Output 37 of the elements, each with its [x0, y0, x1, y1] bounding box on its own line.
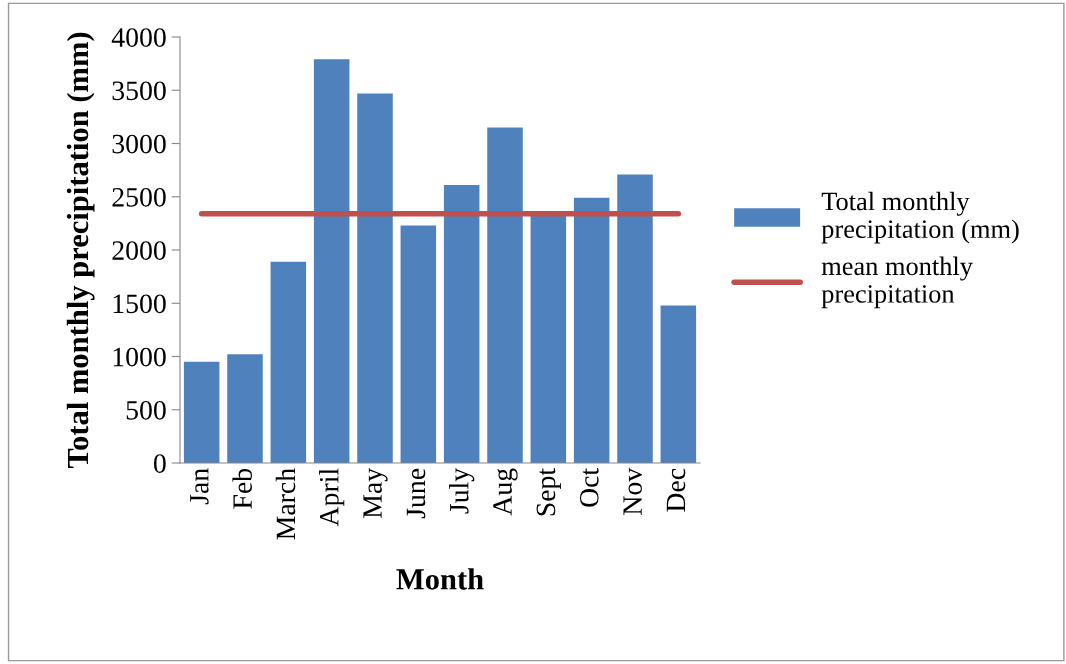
- bar: [617, 174, 653, 463]
- x-tick-label: Feb: [232, 468, 252, 509]
- x-tick-label: April: [319, 468, 345, 527]
- x-tick-label: Oct: [579, 468, 599, 507]
- x-tick-label: March: [275, 468, 296, 540]
- bar: [270, 261, 307, 463]
- x-tick-label: June: [406, 468, 426, 519]
- x-tick-label: Nov: [623, 467, 642, 515]
- bar: [573, 197, 610, 463]
- y-tick-label: 1500: [113, 294, 166, 314]
- bar: [660, 305, 697, 463]
- bar: [487, 127, 523, 463]
- y-tick-label: 2000: [112, 241, 166, 260]
- x-tick-label: Jan: [190, 468, 209, 505]
- bar: [313, 59, 350, 463]
- bar: [443, 185, 480, 463]
- y-tick-label: 4000: [111, 28, 166, 47]
- x-axis-title: Month: [396, 568, 484, 590]
- x-tick-label: May: [363, 467, 388, 518]
- bar: [357, 93, 393, 463]
- x-tick-label: July: [449, 467, 475, 514]
- bar: [530, 214, 567, 463]
- bar: [227, 354, 263, 463]
- y-tick-label: 1000: [113, 347, 166, 367]
- x-tick-label: Dec: [666, 468, 686, 512]
- y-tick-label: 500: [126, 400, 166, 420]
- y-tick-label: 3000: [112, 134, 166, 154]
- y-axis-title: Total monthly precipitation (mm): [66, 32, 95, 469]
- y-tick-label: 0: [153, 454, 166, 473]
- y-tick-label: 2500: [112, 187, 166, 207]
- x-tick-label: Sept: [536, 468, 561, 516]
- legend-label: mean monthly precipitation: [821, 256, 973, 309]
- x-tick-label: Aug: [493, 468, 518, 516]
- legend-label: Total monthly precipitation (mm): [821, 191, 1019, 244]
- bar: [400, 225, 437, 463]
- y-tick-label: 3500: [112, 81, 166, 101]
- bar: [183, 361, 220, 463]
